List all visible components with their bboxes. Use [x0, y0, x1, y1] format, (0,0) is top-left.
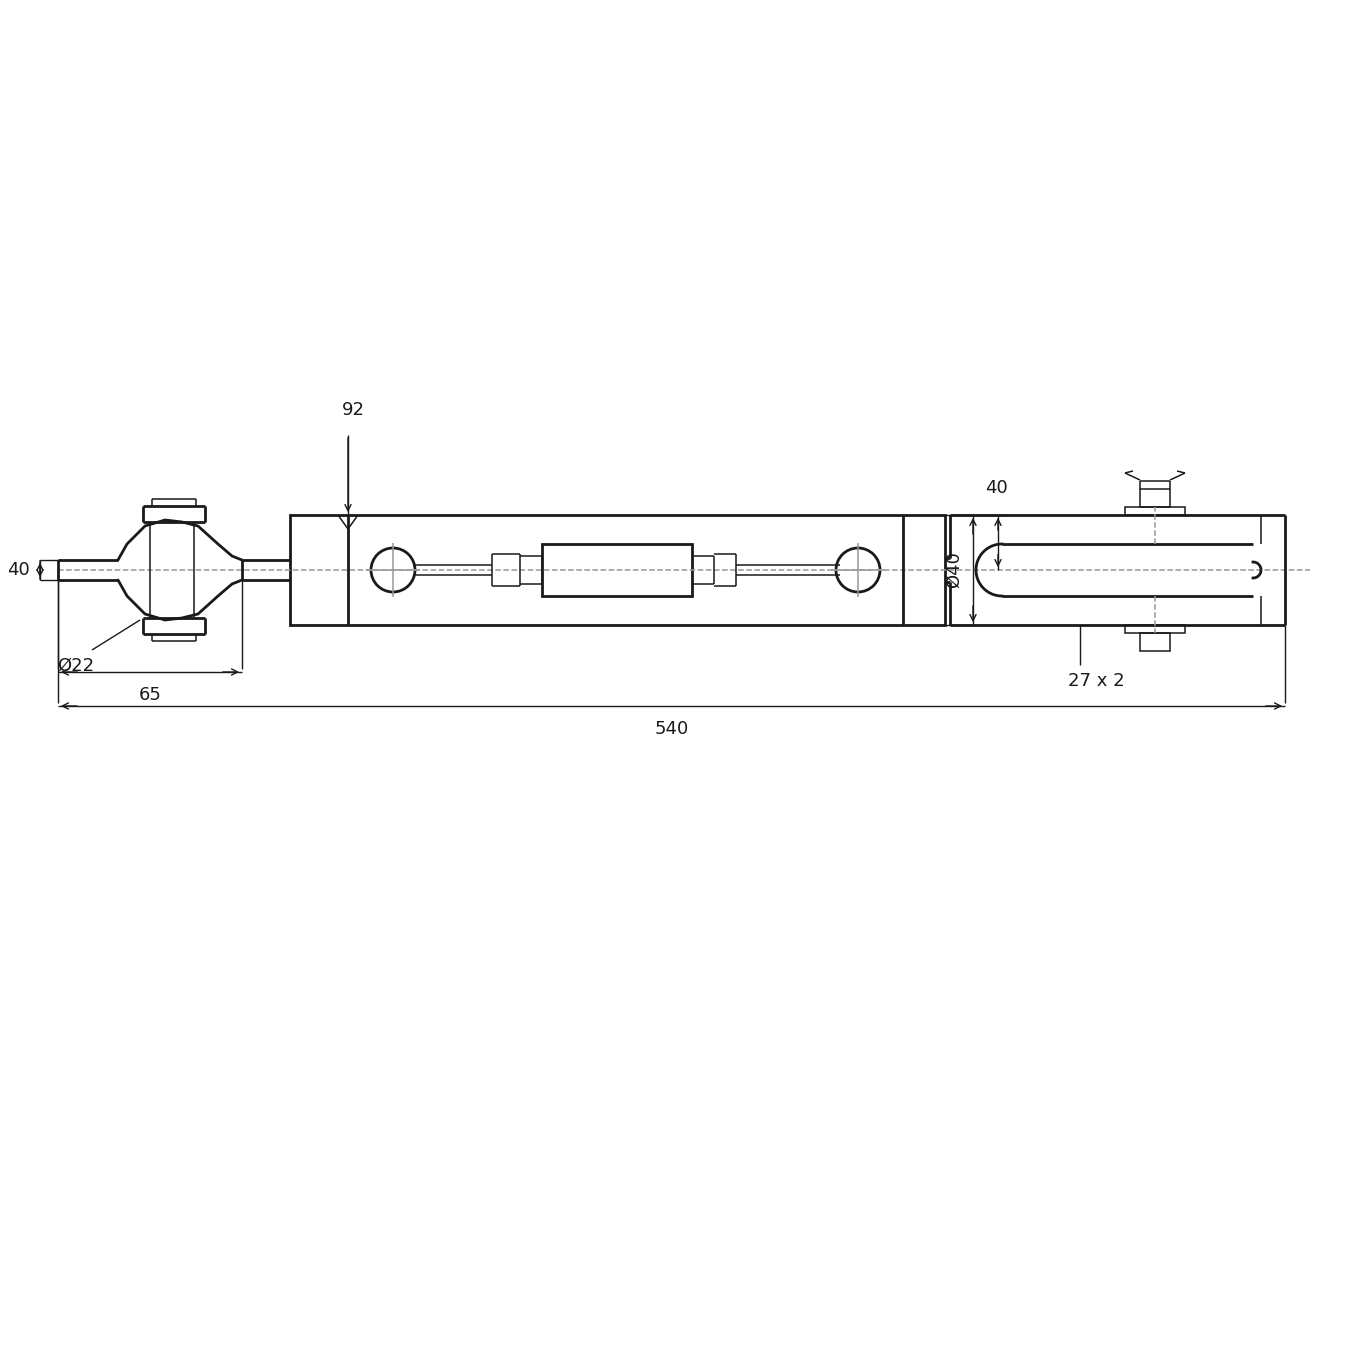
Text: 40: 40 [7, 560, 30, 579]
Bar [541, 544, 692, 596]
Bar [1125, 626, 1185, 632]
Text: 40: 40 [985, 479, 1008, 497]
Bar [290, 516, 944, 626]
Text: 27 x 2: 27 x 2 [1068, 672, 1125, 689]
Text: Ø22: Ø22 [57, 657, 94, 674]
Text: 92: 92 [342, 402, 365, 419]
Text: Ø40: Ø40 [944, 551, 963, 589]
Text: 540: 540 [654, 721, 688, 738]
Bar [1125, 508, 1185, 516]
Text: 65: 65 [138, 687, 161, 704]
Bar [1140, 489, 1170, 508]
Bar [1140, 632, 1170, 651]
